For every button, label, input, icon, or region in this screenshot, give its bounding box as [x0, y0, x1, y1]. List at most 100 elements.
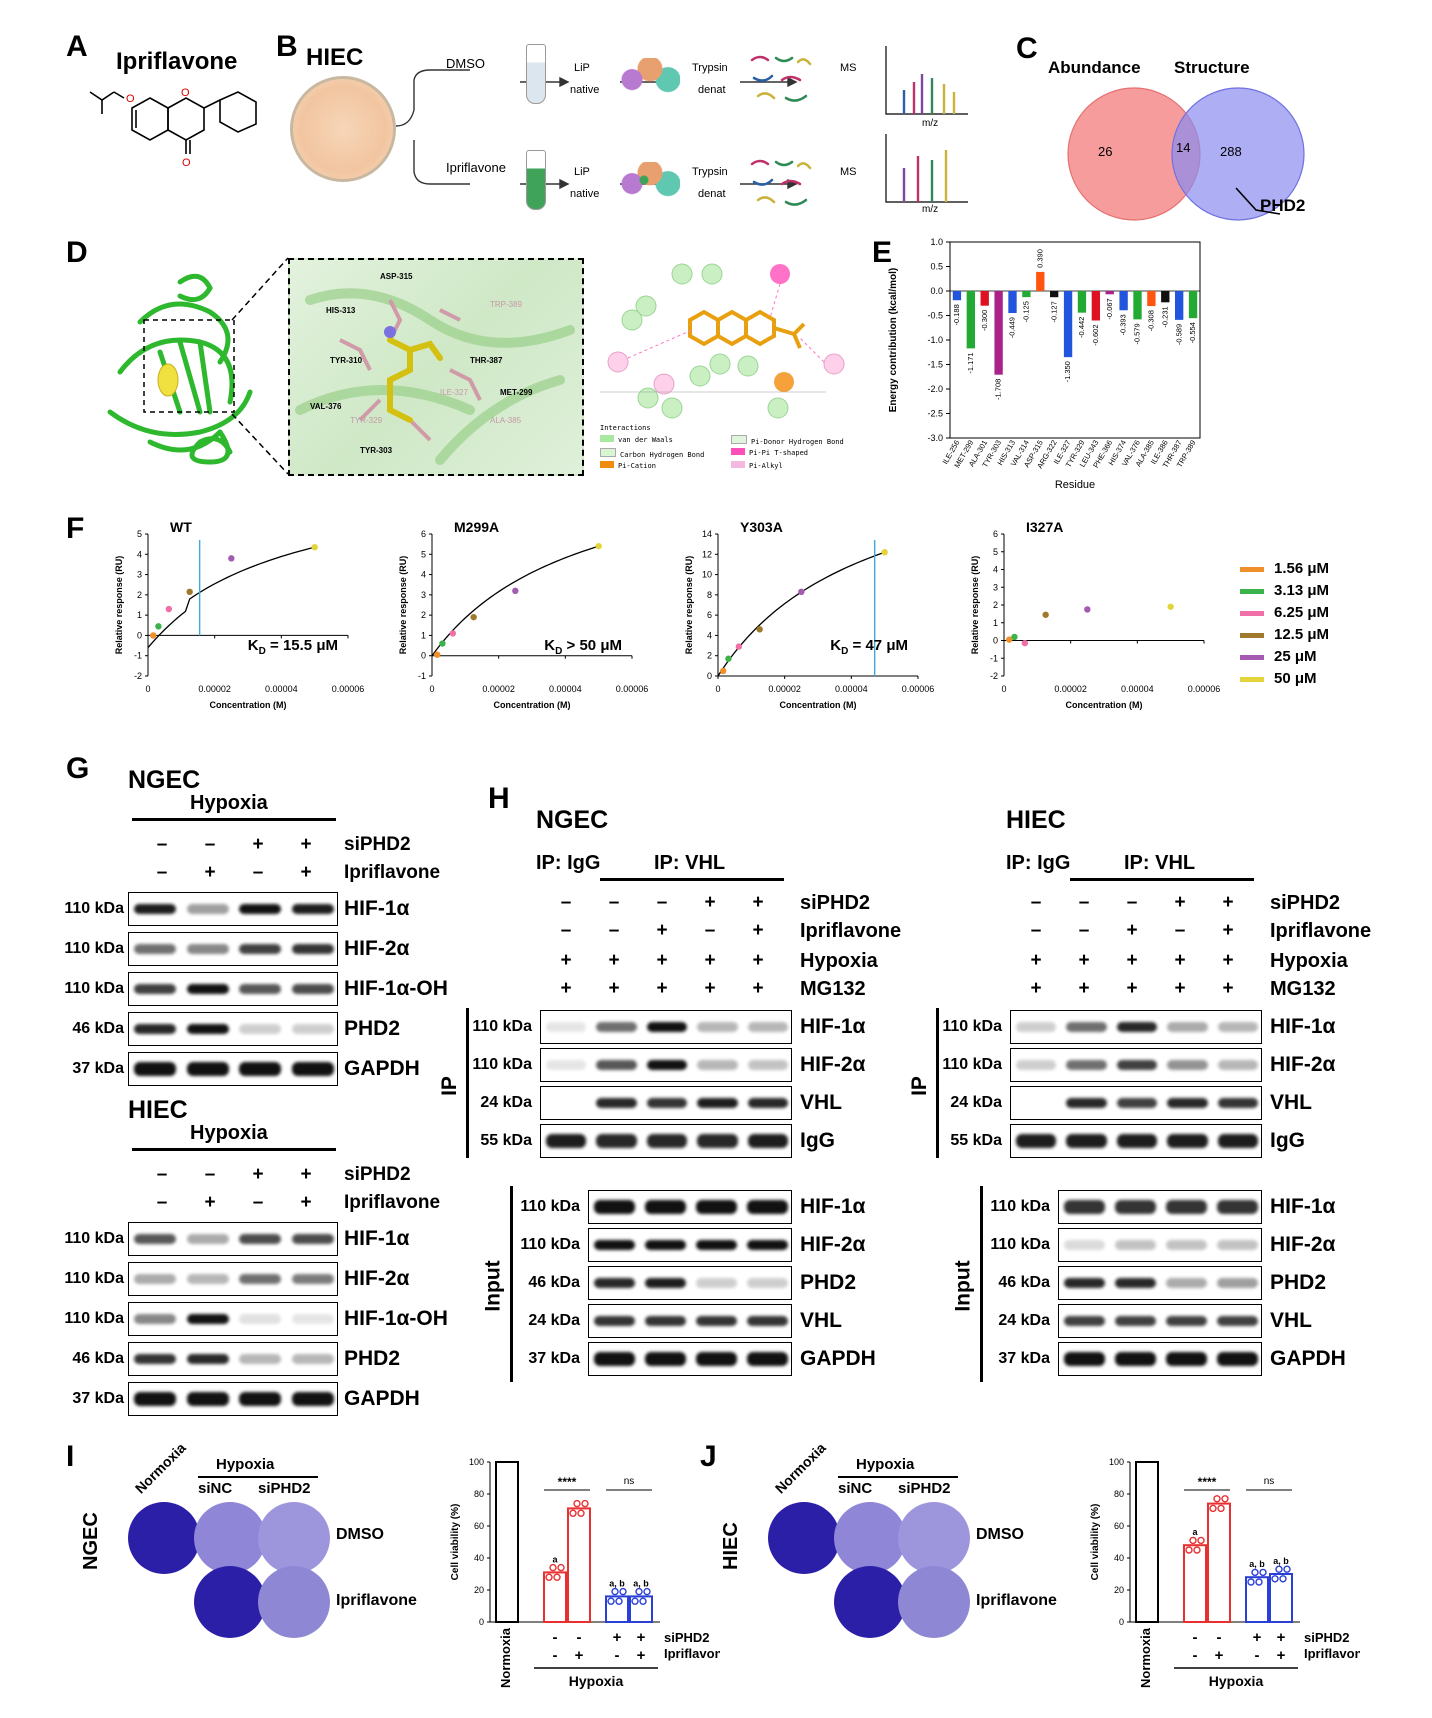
blot-band	[696, 1278, 737, 1288]
h-sign: –	[560, 920, 572, 941]
blot-band	[239, 1234, 282, 1244]
ngec-title: NGEC	[128, 766, 201, 794]
x-tick-label: 0.00004	[549, 684, 582, 694]
blot-band	[1064, 1240, 1105, 1250]
blot-gapdh	[128, 1382, 338, 1416]
legend-item-2: Carbon Hydrogen Bond	[620, 451, 705, 459]
h-kda-label: 110 kDa	[520, 1236, 580, 1253]
energy-value-label: -0.308	[1146, 310, 1155, 331]
replicate-point	[577, 1509, 585, 1517]
blot-band	[291, 1234, 334, 1244]
trypsin-1: Trypsin	[692, 62, 728, 74]
h-input-blot	[1058, 1190, 1262, 1224]
kda-label: 110 kDa	[64, 980, 124, 997]
x-si-sign: -	[553, 1629, 558, 1646]
ipriflavone-sign: +	[300, 862, 312, 883]
crystal-violet-dish	[898, 1502, 970, 1574]
dmso-label: DMSO	[446, 56, 485, 71]
x-si-sign: -	[1193, 1629, 1198, 1646]
y-tick-label: -1.0	[927, 335, 943, 345]
hypoxia-bar	[198, 1476, 318, 1478]
data-point	[1011, 633, 1018, 641]
protein-label: HIF-2α	[344, 937, 410, 960]
panel-label-b: B	[276, 30, 298, 63]
dmso-row-label: DMSO	[976, 1526, 1024, 1543]
replicate-point	[639, 1597, 647, 1605]
data-point	[756, 626, 763, 633]
x-tick-label: 0.00006	[1188, 684, 1221, 694]
h-input-blot	[588, 1190, 792, 1224]
normoxia-title: Normoxia	[771, 1439, 829, 1497]
blot-band	[747, 1278, 788, 1288]
y-tick-label: 80	[1114, 1489, 1124, 1499]
energy-bar	[1133, 291, 1142, 320]
x-tick-label: 0.00002	[482, 684, 515, 694]
sig-ns: ns	[624, 1476, 635, 1487]
ipri-row-label: Ipriflavone	[336, 1592, 417, 1609]
crystal-violet-dish	[834, 1566, 906, 1638]
blot-band	[1115, 1200, 1156, 1214]
h-sign: –	[1174, 920, 1186, 941]
siphd2-sign: +	[300, 834, 312, 855]
hypoxia-title: Hypoxia	[856, 1456, 915, 1473]
h-sign: –	[704, 920, 716, 941]
legend-item-0: van der Waals	[618, 436, 673, 444]
blot-band	[291, 944, 334, 954]
blot-hif-2α	[128, 932, 338, 966]
venn-overlap-count: 14	[1176, 140, 1191, 155]
kda-label: 110 kDa	[64, 1270, 124, 1287]
h-protein-label: VHL	[1270, 1091, 1312, 1114]
blot-band	[1217, 1278, 1258, 1288]
venn-right-count: 288	[1220, 144, 1242, 159]
y-tick-label: 6	[421, 529, 426, 539]
crystal-violet-dish	[768, 1502, 840, 1574]
data-point	[228, 555, 235, 562]
ipriflavone-sign: +	[204, 862, 216, 883]
replicate-point	[553, 1573, 561, 1581]
y-tick-label: 2	[137, 590, 142, 600]
blot-band	[1166, 1240, 1207, 1250]
sinc-label: siNC	[198, 1480, 233, 1497]
y-tick-label: 0	[1119, 1617, 1124, 1627]
y-tick-label: 6	[707, 610, 712, 620]
blot-band	[1217, 1316, 1258, 1326]
legend-item-3: Pi-Pi T-shaped	[749, 449, 809, 457]
y-tick-label: 5	[993, 547, 998, 557]
siphd2-label: siPHD2	[898, 1480, 951, 1497]
h-cond-label: Hypoxia	[800, 950, 878, 972]
h-cond-label: Ipriflavone	[1270, 920, 1372, 942]
x-ipri-sign: -	[1193, 1647, 1198, 1664]
legend-swatch-3	[1240, 632, 1264, 638]
ip-vhl-bar	[600, 878, 784, 881]
h-protein-label: HIF-2α	[800, 1233, 866, 1256]
blot-band	[239, 1024, 282, 1034]
viability-bar	[1207, 1502, 1231, 1623]
blot-band	[546, 1060, 587, 1070]
h-kda-label: 46 kDa	[528, 1274, 580, 1291]
y-tick-label: 0	[993, 636, 998, 646]
replicate-point	[573, 1499, 581, 1508]
spr-chart-wt: -2 -1 0 1 2 3 4 5 0 0.00002 0.00004 0.00006 Concentr…	[114, 519, 364, 710]
blot-band	[747, 1022, 788, 1032]
blot-band	[134, 1314, 177, 1324]
legend-swatch-4	[1240, 654, 1264, 660]
kd-subscript: D	[555, 646, 562, 657]
blot-band	[1167, 1098, 1208, 1108]
blot-band	[1116, 1022, 1158, 1032]
blot-band	[645, 1240, 686, 1250]
residue-asp315: ASP-315	[380, 272, 413, 281]
legend-conc-2: 6.25 μM	[1274, 604, 1330, 621]
x-ipri-sign: +	[1215, 1647, 1224, 1664]
h-cond-label: Ipriflavone	[800, 920, 902, 942]
proteins-1	[620, 58, 680, 94]
blot-band	[1064, 1352, 1105, 1366]
panelJ-cell-label: HIEC	[720, 1522, 742, 1570]
data-point	[155, 623, 162, 630]
y-tick-label: -2	[134, 671, 142, 681]
residue-trp389: TRP-389	[490, 300, 523, 309]
replicate-point	[1259, 1568, 1267, 1577]
blot-band	[291, 904, 334, 914]
blot-band	[646, 1098, 688, 1108]
h-sign: +	[1174, 892, 1186, 913]
blot-band	[1217, 1022, 1258, 1032]
